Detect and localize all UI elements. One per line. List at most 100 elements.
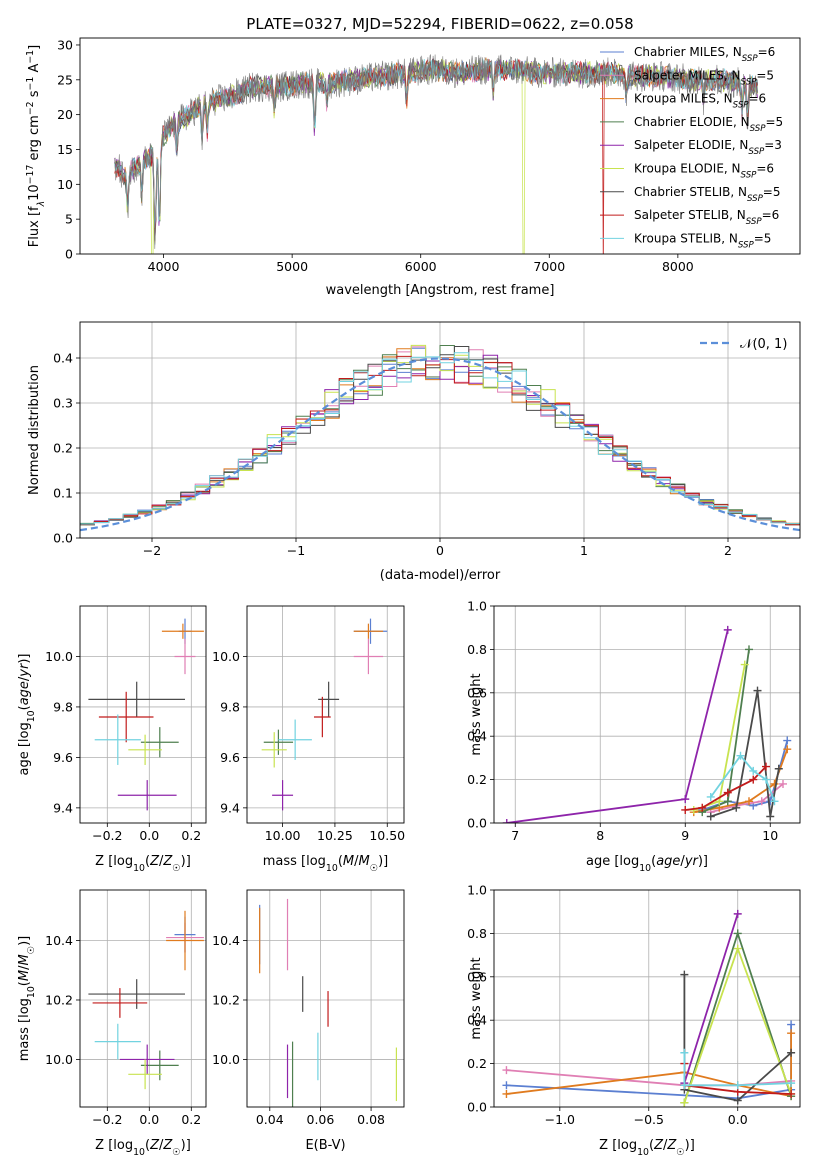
panel-residuals: −2 −1 0 1 2 0.0 0.1 0.2 0.3 0.4 𝒩(0, 1) (data-model…	[27, 321, 801, 583]
weight-marker	[732, 803, 741, 812]
weight-marker	[723, 788, 732, 797]
gaussian-reference-line	[80, 357, 800, 532]
plot-area-age_vs_Z	[88, 618, 204, 811]
x-axis-label: age [log10(age/yr)]	[586, 854, 708, 874]
weight-marker	[774, 764, 783, 773]
legend-entry: Salpeter MILES, NSSP=5	[634, 68, 774, 87]
y-axis-label: mass weight	[469, 673, 484, 755]
legend-entry: Salpeter STELIB, NSSP=6	[634, 208, 779, 227]
y-axis-label: mass weight	[469, 957, 484, 1039]
weight-marker	[680, 1098, 689, 1107]
y-tick-label: 0.4	[53, 351, 73, 366]
y-tick-label: 10.0	[45, 649, 73, 664]
x-tick-label: 0.0	[728, 1112, 748, 1127]
x-tick-label: −0.2	[92, 828, 122, 843]
y-tick-label: 0.1	[53, 486, 73, 501]
y-axis-label: age [log10(age/yr)]	[17, 653, 37, 775]
weight-marker	[787, 1079, 796, 1088]
y-tick-label: 10.0	[212, 1052, 240, 1067]
x-tick-label: 1	[580, 543, 588, 558]
x-axis-label: Z [log10(Z/Z☉)]	[599, 1138, 695, 1158]
y-tick-label: 0.8	[467, 926, 487, 941]
x-tick-label: 0.04	[256, 1112, 284, 1127]
plot-area-weight_vs_age	[502, 625, 792, 823]
axes-frame	[246, 605, 405, 824]
weight-line	[683, 1052, 792, 1087]
x-tick-label: −2	[143, 543, 161, 558]
weight-marker	[681, 795, 690, 804]
y-tick-label: 0.2	[467, 772, 487, 787]
panel-mass_vs_Z: −0.2 0.0 0.2 10.0 10.2 10.4 Z [log10(Z/Z☉)] mas…	[17, 889, 207, 1158]
weight-marker	[706, 812, 715, 821]
weight-marker	[770, 797, 779, 806]
y-tick-label: 10	[57, 177, 73, 192]
x-tick-label: −1.0	[545, 1112, 575, 1127]
y-tick-label: 9.4	[220, 800, 240, 815]
x-axis-label: Z [log10(Z/Z☉)]	[95, 854, 191, 874]
y-tick-label: 0.4	[467, 729, 487, 744]
y-tick-label: 0	[65, 247, 73, 262]
y-tick-label: 9.8	[53, 699, 73, 714]
weight-marker	[706, 792, 715, 801]
y-tick-label: 10.0	[212, 649, 240, 664]
y-axis-label: Flux [fλ10−17 erg cm−2 s−1 A−1]	[25, 45, 47, 247]
y-tick-label: 0.0	[53, 531, 73, 546]
y-tick-label: 10.4	[45, 933, 73, 948]
panel-age_vs_Z: −0.2 0.0 0.2 9.4 9.6 9.8 10.0 Z [log10(Z/Z☉)] ag…	[17, 605, 207, 874]
legend-entry: Chabrier ELODIE, NSSP=5	[634, 115, 783, 134]
axes-frame	[79, 37, 801, 255]
weight-marker	[502, 1089, 511, 1098]
y-tick-label: 9.6	[220, 750, 240, 765]
x-tick-label: 10.25	[317, 828, 353, 843]
x-tick-label: 8	[596, 828, 604, 843]
legend-entry: Kroupa MILES, NSSP=6	[634, 92, 766, 111]
weight-line	[701, 649, 750, 813]
weight-marker	[723, 797, 732, 806]
weight-marker	[745, 797, 753, 806]
y-tick-label: 0.3	[53, 396, 73, 411]
x-tick-label: 9	[681, 828, 689, 843]
weight-marker	[733, 944, 742, 953]
weight-marker	[740, 660, 749, 669]
x-axis-label: wavelength [Angstrom, rest frame]	[326, 283, 555, 298]
x-tick-label: 2	[724, 543, 732, 558]
weight-marker	[766, 812, 775, 821]
plot-area-spectrum	[114, 54, 758, 254]
x-tick-label: 7000	[533, 259, 565, 274]
weight-marker	[733, 909, 742, 918]
weight-marker	[680, 1081, 689, 1090]
weight-marker	[770, 779, 779, 788]
y-tick-label: 0.8	[467, 642, 487, 657]
plot-area-mass_vs_Z	[88, 910, 204, 1090]
weight-marker	[783, 745, 792, 754]
x-tick-label: 7	[511, 828, 519, 843]
axes-frame	[246, 889, 405, 1108]
weight-marker	[787, 1048, 796, 1057]
x-tick-label: 10.00	[265, 828, 301, 843]
x-tick-label: 0.08	[357, 1112, 385, 1127]
y-tick-label: 9.6	[53, 750, 73, 765]
x-tick-label: 0.0	[139, 828, 159, 843]
axes-frame	[493, 605, 801, 824]
panel-weight_vs_age: 7 8 9 10 0.0 0.2 0.4 0.6 0.8 1.0 age [log10(age/yr…	[467, 599, 801, 874]
weight-marker	[787, 1089, 796, 1098]
y-axis-label: Normed distribution	[27, 365, 42, 495]
plot-area-residuals	[80, 344, 800, 538]
x-axis-label: (data-model)/error	[380, 568, 501, 583]
weight-marker	[762, 775, 770, 784]
weight-marker	[745, 645, 753, 654]
legend-entry: Salpeter ELODIE, NSSP=3	[634, 138, 782, 157]
legend-entry: Chabrier MILES, NSSP=6	[634, 45, 775, 64]
y-tick-label: 15	[57, 142, 73, 157]
y-tick-label: 9.4	[53, 800, 73, 815]
x-tick-label: 6000	[405, 259, 437, 274]
y-tick-label: 0.0	[467, 1100, 487, 1115]
y-axis-label: mass [log10(M/M☉)]	[17, 936, 37, 1062]
x-tick-label: 0.2	[181, 1112, 201, 1127]
x-axis-label: mass [log10(M/M☉)]	[263, 854, 389, 874]
y-tick-label: 1.0	[467, 883, 487, 898]
y-tick-label: 1.0	[467, 599, 487, 614]
x-axis-label: Z [log10(Z/Z☉)]	[95, 1138, 191, 1158]
weight-marker	[723, 625, 732, 634]
